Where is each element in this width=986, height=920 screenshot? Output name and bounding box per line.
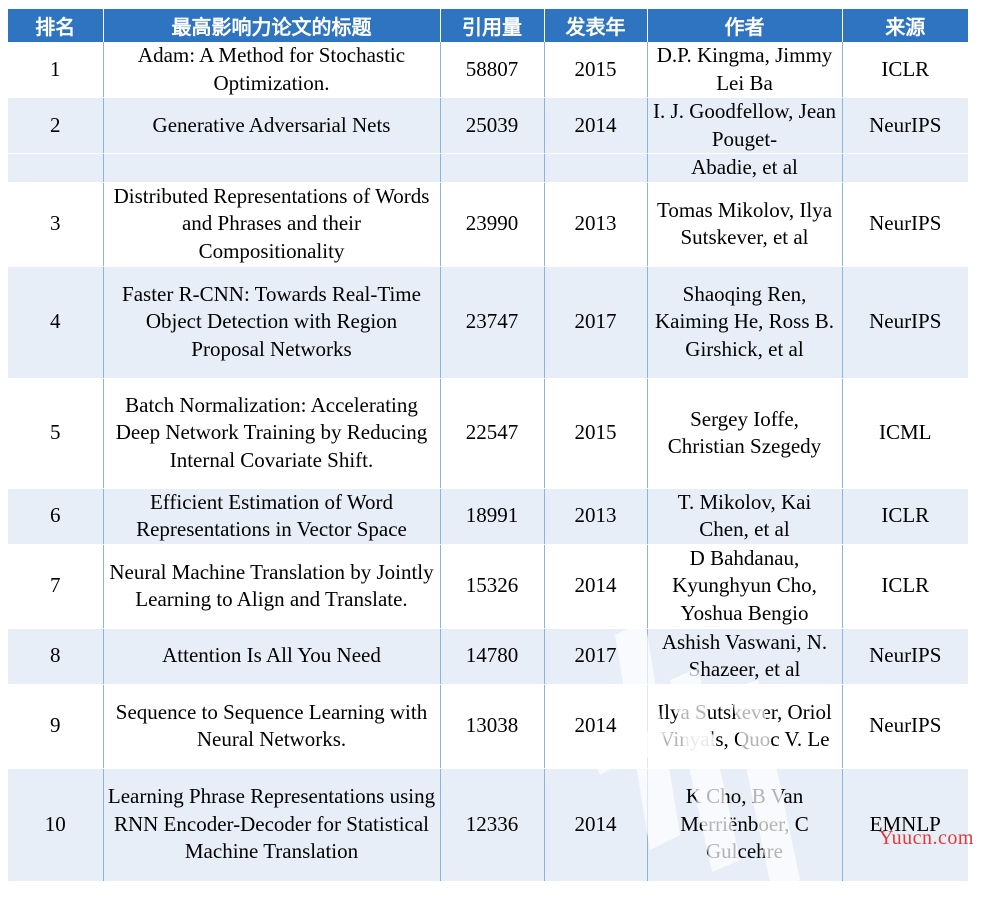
rank-cell xyxy=(8,153,103,183)
citations-cell: 15326 xyxy=(439,544,544,629)
rank-cell: 8 xyxy=(8,628,103,685)
title-cell: Batch Normalization: Accelerating Deep N… xyxy=(102,378,440,489)
table-row: 8 Attention Is All You Need 14780 2017 A… xyxy=(8,628,968,685)
table-row: 10 Learning Phrase Representations using… xyxy=(8,768,968,882)
table-row: 2 Generative Adversarial Nets 25039 2014… xyxy=(8,97,968,154)
citations-cell: 25039 xyxy=(439,97,544,154)
watermark-text: Yuucn.com xyxy=(878,827,974,849)
authors-cell: K Cho, B Van Merriënboer, C Gulcehre xyxy=(646,768,842,882)
rank-cell: 9 xyxy=(8,684,103,769)
citation-table: 排名 最高影响力论文的标题 引用量 发表年 作者 来源 1 Adam: A Me… xyxy=(8,9,968,882)
citations-cell: 58807 xyxy=(439,42,544,98)
source-cell: ICML xyxy=(841,378,968,489)
authors-cell: Tomas Mikolov, Ilya Sutskever, et al xyxy=(646,182,842,267)
year-cell: 2014 xyxy=(543,544,647,629)
source-cell: NeurIPS xyxy=(841,266,968,379)
year-cell: 2014 xyxy=(543,97,647,154)
rank-cell: 3 xyxy=(8,182,103,267)
header-citations: 引用量 xyxy=(440,9,545,42)
source-cell: NeurIPS xyxy=(841,684,968,769)
citations-cell: 12336 xyxy=(439,768,544,882)
table-row: 5 Batch Normalization: Accelerating Deep… xyxy=(8,378,968,489)
title-cell: Faster R-CNN: Towards Real-Time Object D… xyxy=(102,266,440,379)
authors-cell: T. Mikolov, Kai Chen, et al xyxy=(646,488,842,545)
title-cell: Neural Machine Translation by Jointly Le… xyxy=(102,544,440,629)
rank-cell: 10 xyxy=(8,768,103,882)
year-cell: 2015 xyxy=(543,378,647,489)
table-row: 3 Distributed Representations of Words a… xyxy=(8,182,968,267)
title-cell: Adam: A Method for Stochastic Optimizati… xyxy=(102,42,440,98)
table-row: 6 Efficient Estimation of Word Represent… xyxy=(8,488,968,545)
source-cell: EMNLP xyxy=(841,768,968,882)
authors-cell: Ilya Sutskever, Oriol Vinyals, Quoc V. L… xyxy=(646,684,842,769)
title-cell: Efficient Estimation of Word Representat… xyxy=(102,488,440,545)
title-cell: Generative Adversarial Nets xyxy=(102,97,440,154)
source-cell: ICLR xyxy=(841,42,968,98)
authors-cell: Shaoqing Ren, Kaiming He, Ross B. Girshi… xyxy=(646,266,842,379)
source-cell: NeurIPS xyxy=(841,628,968,685)
year-cell: 2017 xyxy=(543,628,647,685)
citations-cell: 18991 xyxy=(439,488,544,545)
year-cell: 2013 xyxy=(543,488,647,545)
authors-cell: Sergey Ioffe, Christian Szegedy xyxy=(646,378,842,489)
header-authors: 作者 xyxy=(647,9,843,42)
source-cell: ICLR xyxy=(841,488,968,545)
authors-cell: Ashish Vaswani, N. Shazeer, et al xyxy=(646,628,842,685)
rank-cell: 2 xyxy=(8,97,103,154)
title-cell: Attention Is All You Need xyxy=(102,628,440,685)
header-source: 来源 xyxy=(842,9,968,42)
citations-cell xyxy=(439,153,544,183)
source-cell: ICLR xyxy=(841,544,968,629)
authors-cell: D.P. Kingma, Jimmy Lei Ba xyxy=(646,42,842,98)
table-header-row: 排名 最高影响力论文的标题 引用量 发表年 作者 来源 xyxy=(8,9,968,42)
year-cell: 2017 xyxy=(543,266,647,379)
rank-cell: 4 xyxy=(8,266,103,379)
table-row: Abadie, et al xyxy=(8,153,968,183)
rank-cell: 6 xyxy=(8,488,103,545)
title-cell: Learning Phrase Representations using RN… xyxy=(102,768,440,882)
authors-cell: D Bahdanau, Kyunghyun Cho, Yoshua Bengio xyxy=(646,544,842,629)
citations-cell: 14780 xyxy=(439,628,544,685)
source-cell: NeurIPS xyxy=(841,97,968,154)
header-year: 发表年 xyxy=(544,9,648,42)
year-cell xyxy=(543,153,647,183)
year-cell: 2013 xyxy=(543,182,647,267)
citations-cell: 23747 xyxy=(439,266,544,379)
rank-cell: 7 xyxy=(8,544,103,629)
authors-cell: I. J. Goodfellow, Jean Pouget- xyxy=(646,97,842,154)
table-row: 7 Neural Machine Translation by Jointly … xyxy=(8,544,968,629)
title-cell xyxy=(102,153,440,183)
table-row: 1 Adam: A Method for Stochastic Optimiza… xyxy=(8,42,968,98)
source-cell xyxy=(841,153,968,183)
citations-cell: 23990 xyxy=(439,182,544,267)
source-cell: NeurIPS xyxy=(841,182,968,267)
table-row: 4 Faster R-CNN: Towards Real-Time Object… xyxy=(8,266,968,379)
title-cell: Sequence to Sequence Learning with Neura… xyxy=(102,684,440,769)
header-title: 最高影响力论文的标题 xyxy=(103,9,441,42)
rank-cell: 1 xyxy=(8,42,103,98)
table-row: 9 Sequence to Sequence Learning with Neu… xyxy=(8,684,968,769)
header-rank: 排名 xyxy=(8,9,104,42)
rank-cell: 5 xyxy=(8,378,103,489)
citations-cell: 22547 xyxy=(439,378,544,489)
authors-cell: Abadie, et al xyxy=(646,153,842,183)
year-cell: 2015 xyxy=(543,42,647,98)
citations-cell: 13038 xyxy=(439,684,544,769)
year-cell: 2014 xyxy=(543,684,647,769)
year-cell: 2014 xyxy=(543,768,647,882)
title-cell: Distributed Representations of Words and… xyxy=(102,182,440,267)
